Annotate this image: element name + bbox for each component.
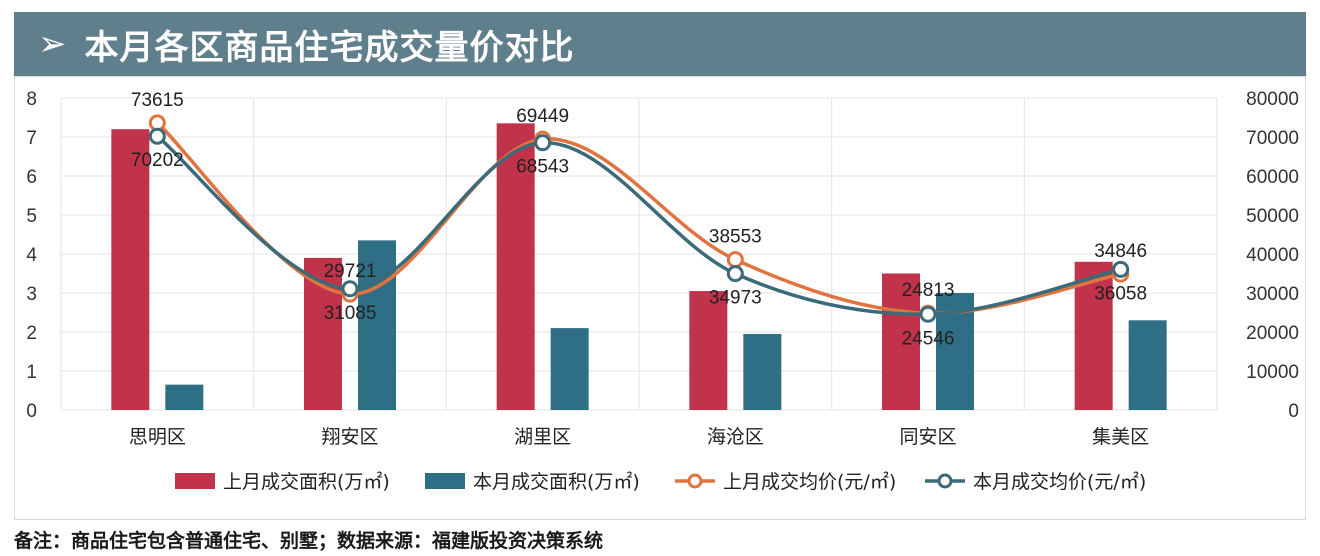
y-left-tick-label: 2	[26, 323, 37, 344]
bar-last-month	[882, 273, 920, 410]
y-left-tick-label: 3	[26, 284, 37, 305]
legend-label: 本月成交均价(元/㎡)	[973, 470, 1146, 493]
y-right-tick-label: 50000	[1246, 206, 1299, 227]
legend-label: 本月成交面积(万㎡)	[473, 470, 640, 493]
x-tick-label: 集美区	[1092, 426, 1149, 448]
x-tick-label: 同安区	[899, 426, 956, 448]
legend-label: 上月成交面积(万㎡)	[223, 470, 390, 493]
data-label-last-month: 38553	[709, 227, 762, 248]
data-label-this-month: 31085	[324, 303, 377, 324]
y-left-tick-label: 5	[26, 206, 37, 227]
bar-this-month	[550, 328, 589, 410]
bar-last-month	[689, 291, 728, 410]
x-tick-label: 翔安区	[321, 426, 378, 448]
y-right-tick-label: 70000	[1246, 128, 1299, 149]
line-this-month-price	[156, 134, 1122, 317]
x-tick-label: 海沧区	[707, 426, 764, 448]
y-left-tick-label: 7	[26, 128, 37, 149]
data-label-last-month: 29721	[324, 261, 377, 282]
marker-this-month-price	[726, 265, 744, 283]
y-right-tick-label: 40000	[1246, 245, 1299, 266]
data-label-last-month: 69449	[516, 106, 569, 127]
y-right-tick-label: 30000	[1246, 284, 1299, 305]
marker-this-month-price	[919, 305, 937, 323]
data-label-this-month: 36058	[1094, 283, 1147, 304]
x-tick-label: 湖里区	[514, 426, 571, 448]
title-bar: ➢ 本月各区商品住宅成交量价对比	[14, 12, 1306, 76]
arrow-icon: ➢	[38, 24, 67, 64]
data-label-this-month: 34973	[709, 288, 762, 309]
legend-swatch	[425, 473, 465, 489]
y-right-tick-label: 80000	[1246, 89, 1299, 110]
bar-this-month	[358, 240, 396, 410]
y-left-tick-label: 6	[26, 167, 37, 188]
y-left-tick-label: 8	[26, 89, 37, 110]
bar-this-month	[743, 333, 782, 410]
y-right-tick-label: 60000	[1246, 167, 1299, 188]
y-left-tick-label: 1	[26, 362, 37, 383]
bar-last-month	[111, 129, 150, 410]
bar-this-month	[165, 384, 204, 410]
marker-last-month-price	[726, 251, 744, 269]
x-tick-label: 思明区	[129, 426, 186, 448]
data-label-last-month: 73615	[131, 90, 184, 111]
data-label-this-month: 24546	[902, 328, 955, 349]
legend-label: 上月成交均价(元/㎡)	[723, 470, 896, 493]
bar-last-month	[496, 123, 535, 410]
marker-this-month-price	[148, 127, 166, 145]
y-right-tick-label: 10000	[1246, 362, 1299, 383]
page-title: 本月各区商品住宅成交量价对比	[84, 27, 575, 68]
data-label-last-month: 24813	[902, 280, 955, 301]
marker-this-month-price	[534, 134, 552, 152]
y-left-tick-label: 0	[26, 401, 37, 422]
legend-swatch-marker	[937, 473, 953, 489]
legend-swatch-marker	[687, 473, 703, 489]
footnote: 备注：商品住宅包含普通住宅、别墅；数据来源：福建版投资决策系统	[14, 530, 604, 552]
bar-this-month	[1128, 320, 1167, 410]
legend-swatch	[175, 473, 215, 489]
data-label-this-month: 68543	[516, 157, 569, 178]
y-right-tick-label: 0	[1288, 401, 1299, 422]
marker-this-month-price	[1112, 260, 1130, 278]
chart-panel: 0 1 2 3 4 5 6 7 8 0 10000 20000 30000 40000 50000 60000…	[14, 76, 1306, 520]
y-right-tick-label: 20000	[1246, 323, 1299, 344]
chart: 0 1 2 3 4 5 6 7 8 0 10000 20000 30000 40000 50000 60000…	[26, 89, 1299, 493]
y-left-tick-label: 4	[26, 245, 37, 266]
data-label-last-month: 34846	[1094, 241, 1147, 262]
data-label-this-month: 70202	[131, 150, 184, 171]
marker-this-month-price	[341, 280, 359, 298]
